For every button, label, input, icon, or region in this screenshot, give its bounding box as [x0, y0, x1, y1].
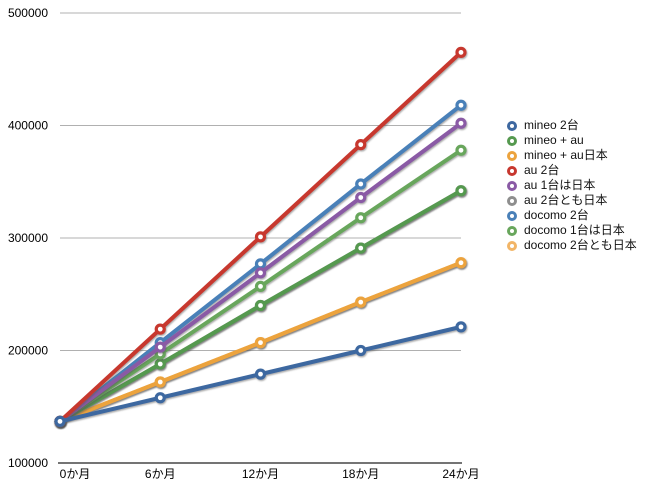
data-point-marker: [455, 321, 467, 333]
legend-item: mineo + au: [507, 133, 637, 148]
data-point-marker: [355, 344, 367, 357]
x-axis-tick-label: 6か月: [145, 467, 176, 481]
data-point-marker: [355, 212, 367, 224]
data-point-marker: [254, 299, 267, 312]
data-point-marker: [154, 323, 166, 335]
y-axis-tick-label: 100000: [8, 456, 48, 470]
data-point-marker: [254, 337, 267, 349]
legend-label: docomo 1台は日本: [524, 223, 625, 237]
y-axis-tick-label: 500000: [8, 6, 48, 20]
data-point-marker: [455, 99, 467, 111]
legend-item: docomo 2台: [507, 208, 637, 223]
legend-ring-icon: [507, 240, 517, 251]
data-point-marker: [154, 376, 166, 388]
legend-item: docomo 1台は日本: [507, 223, 637, 238]
legend-item: au 2台: [507, 163, 637, 178]
legend-ring-icon: [507, 150, 517, 161]
legend-item: mineo 2台: [507, 118, 637, 133]
legend-ring-icon: [507, 120, 517, 131]
data-point-marker: [54, 415, 66, 427]
data-point-marker: [455, 144, 467, 156]
legend-ring-icon: [507, 225, 517, 236]
x-axis-tick-label: 0か月: [60, 467, 91, 481]
x-axis-tick-label: 24か月: [442, 467, 479, 481]
legend-item: au 1台は日本: [507, 178, 637, 193]
legend-ring-icon: [507, 135, 517, 146]
legend-label: au 2台とも日本: [524, 193, 608, 207]
legend-label: au 1台は日本: [524, 178, 596, 192]
data-point-marker: [355, 178, 367, 190]
legend-ring-icon: [507, 210, 517, 221]
data-point-marker: [455, 185, 467, 197]
data-point-marker: [355, 242, 367, 254]
legend-label: mineo + au日本: [524, 148, 608, 162]
legend-label: docomo 2台とも日本: [524, 238, 637, 252]
legend-ring-icon: [507, 165, 517, 176]
legend-label: au 2台: [524, 163, 560, 177]
data-point-marker: [254, 267, 267, 279]
legend-ring-icon: [507, 195, 517, 206]
data-point-marker: [455, 46, 467, 58]
data-point-marker: [254, 368, 267, 380]
data-point-marker: [154, 358, 166, 370]
y-axis-tick-label: 300000: [8, 231, 48, 245]
data-point-marker: [154, 341, 166, 353]
legend-label: docomo 2台: [524, 208, 589, 222]
legend-label: mineo + au: [524, 133, 584, 147]
data-point-marker: [455, 117, 467, 129]
legend-label: mineo 2台: [524, 118, 579, 132]
series-1: [54, 321, 467, 427]
series-2: [54, 185, 467, 427]
legend-item: mineo + au日本: [507, 148, 637, 163]
data-point-marker: [254, 258, 267, 270]
data-point-marker: [254, 280, 267, 292]
y-axis-tick-label: 200000: [8, 344, 48, 358]
x-axis-tick-label: 18か月: [342, 467, 379, 481]
data-point-marker: [154, 392, 166, 404]
legend-ring-icon: [507, 180, 517, 191]
data-point-marker: [355, 191, 367, 204]
legend-item: docomo 2台とも日本: [507, 238, 637, 253]
legend-item: au 2台とも日本: [507, 193, 637, 208]
x-axis-tick-label: 12か月: [242, 467, 279, 481]
data-point-marker: [355, 296, 367, 308]
data-point-marker: [254, 231, 267, 243]
series-4: [54, 46, 467, 427]
data-point-marker: [355, 139, 367, 151]
data-point-marker: [455, 257, 467, 269]
y-axis-tick-label: 400000: [8, 119, 48, 133]
chart-legend: mineo 2台 mineo + au mineo + au日本 au 2台 au 1台…: [507, 118, 637, 253]
